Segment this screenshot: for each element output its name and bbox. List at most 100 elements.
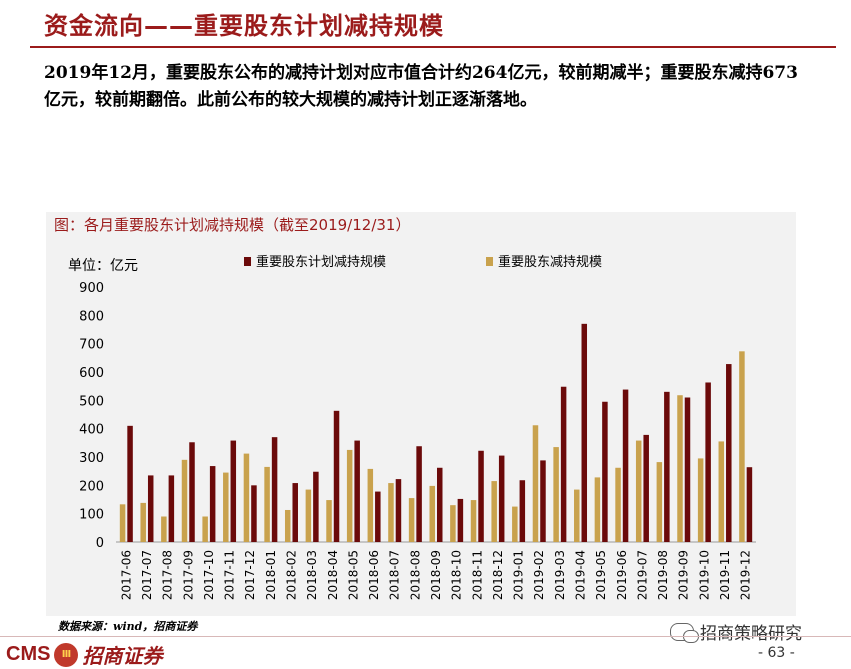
bar-actual-2019-07	[635, 440, 642, 542]
x-tick-label: 2017-12	[243, 550, 257, 600]
bar-actual-2017-09	[181, 459, 188, 542]
page-number: - 63 -	[758, 645, 795, 661]
x-tick-label: 2019-10	[697, 550, 711, 600]
legend-swatch	[244, 257, 251, 266]
x-tick-label: 2017-09	[181, 550, 195, 600]
bar-actual-2019-11	[718, 441, 725, 542]
bar-actual-2019-01	[512, 506, 518, 542]
bar-planned-2018-05	[354, 440, 360, 542]
bar-actual-2018-07	[388, 483, 394, 542]
x-tick-label: 2017-08	[161, 550, 175, 600]
legend-label: 重要股东计划减持规模	[256, 254, 386, 270]
bar-actual-2019-06	[615, 467, 621, 542]
x-tick-label: 2019-03	[553, 550, 567, 600]
bar-actual-2018-04	[326, 500, 332, 542]
legend-swatch	[486, 257, 493, 266]
bar-planned-2018-03	[313, 471, 319, 542]
bar-planned-2019-01	[519, 480, 526, 542]
bar-planned-2018-01	[271, 437, 278, 542]
y-tick-label: 700	[79, 338, 104, 353]
x-tick-label: 2019-04	[574, 550, 588, 600]
bar-actual-2017-08	[161, 516, 167, 542]
bar-planned-2017-12	[251, 485, 257, 542]
x-tick-label: 2018-04	[326, 550, 340, 600]
bar-actual-2018-02	[284, 509, 291, 542]
bar-planned-2017-10	[209, 466, 216, 542]
logo-cms-text: CMS	[6, 643, 51, 665]
bar-planned-2018-06	[375, 491, 381, 542]
bar-actual-2017-07	[140, 502, 146, 542]
y-tick-label: 500	[79, 394, 104, 409]
bar-actual-2019-05	[594, 477, 601, 542]
bar-planned-2019-03	[560, 386, 567, 542]
bar-actual-2019-12	[739, 351, 745, 542]
watermark: 招商策略研究	[670, 619, 802, 644]
x-tick-label: 2018-08	[408, 550, 422, 600]
chart-title: 图：各月重要股东计划减持规模（截至2019/12/31）	[54, 216, 411, 234]
x-tick-label: 2019-12	[739, 550, 753, 600]
legend-label: 重要股东减持规模	[498, 254, 602, 270]
bar-actual-2019-08	[656, 462, 663, 542]
summary-text: 2019年12月，重要股东公布的减持计划对应市值合计约264亿元，较前期减半；重…	[44, 63, 798, 110]
page-title: 资金流向——重要股东计划减持规模	[44, 12, 444, 40]
company-logo: CMS Ⅲ 招商证券	[6, 640, 162, 669]
x-tick-label: 2017-07	[140, 550, 154, 600]
y-tick-label: 600	[79, 366, 104, 381]
bar-actual-2017-11	[223, 472, 229, 542]
bar-planned-2019-08	[664, 391, 670, 542]
bar-actual-2018-05	[346, 449, 353, 542]
bar-planned-2018-12	[498, 455, 505, 542]
bar-planned-2018-02	[292, 483, 298, 542]
footer-divider	[0, 636, 851, 637]
y-tick-label: 100	[79, 508, 104, 523]
x-tick-label: 2017-10	[202, 550, 216, 600]
bar-planned-2018-04	[333, 410, 340, 542]
bar-actual-2017-12	[243, 453, 250, 542]
logo-company-name: 招商证券	[82, 644, 163, 668]
bar-planned-2017-07	[147, 475, 154, 542]
bar-actual-2018-10	[450, 505, 456, 542]
bar-planned-2018-11	[478, 450, 484, 542]
bar-actual-2018-11	[470, 500, 477, 542]
x-tick-label: 2018-11	[470, 550, 484, 600]
bar-actual-2017-10	[202, 516, 208, 542]
x-tick-label: 2018-12	[491, 550, 505, 600]
x-tick-label: 2018-10	[450, 550, 464, 600]
bar-planned-2017-08	[168, 475, 175, 542]
bar-planned-2018-09	[437, 467, 443, 542]
y-tick-label: 300	[79, 451, 104, 466]
x-tick-label: 2018-02	[284, 550, 298, 600]
y-tick-label: 800	[79, 309, 104, 324]
y-tick-label: 200	[79, 479, 104, 494]
chart-panel: 图：各月重要股东计划减持规模（截至2019/12/31） 单位：亿元 0 100 20…	[46, 212, 796, 616]
bar-actual-2019-04	[574, 489, 580, 542]
bar-planned-2019-10	[705, 382, 711, 542]
bar-planned-2018-10	[457, 498, 464, 542]
bar-actual-2018-01	[264, 466, 270, 542]
bar-actual-2018-08	[408, 498, 415, 542]
x-tick-label: 2018-07	[388, 550, 402, 600]
bar-planned-2019-09	[684, 397, 691, 542]
bar-actual-2019-03	[553, 447, 559, 542]
wechat-icon	[670, 622, 699, 643]
x-tick-label: 2018-05	[346, 550, 360, 600]
bar-planned-2019-12	[746, 467, 753, 542]
bar-planned-2018-07	[395, 479, 402, 542]
unit-label: 单位：亿元	[68, 258, 138, 274]
bar-actual-2018-12	[491, 481, 497, 542]
bar-chart: 单位：亿元 0 100 200 300 400 500 600 700 800 900 2017-06…	[68, 254, 756, 600]
bar-actual-2019-02	[532, 425, 539, 542]
bar-planned-2017-11	[230, 440, 237, 542]
bar-planned-2019-02	[540, 460, 546, 542]
x-tick-label: 2019-07	[635, 550, 649, 600]
watermark-text: 招商策略研究	[700, 624, 802, 644]
bar-planned-2019-06	[622, 389, 629, 542]
bar-actual-2018-03	[305, 489, 312, 542]
bar-actual-2017-06	[119, 504, 126, 542]
data-source: 数据来源：wind，招商证券	[58, 620, 198, 633]
x-tick-label: 2019-05	[594, 550, 608, 600]
x-tick-label: 2018-09	[429, 550, 443, 600]
logo-badge-icon: Ⅲ	[54, 642, 79, 667]
x-tick-label: 2017-11	[223, 550, 237, 600]
bar-actual-2019-10	[697, 458, 704, 542]
